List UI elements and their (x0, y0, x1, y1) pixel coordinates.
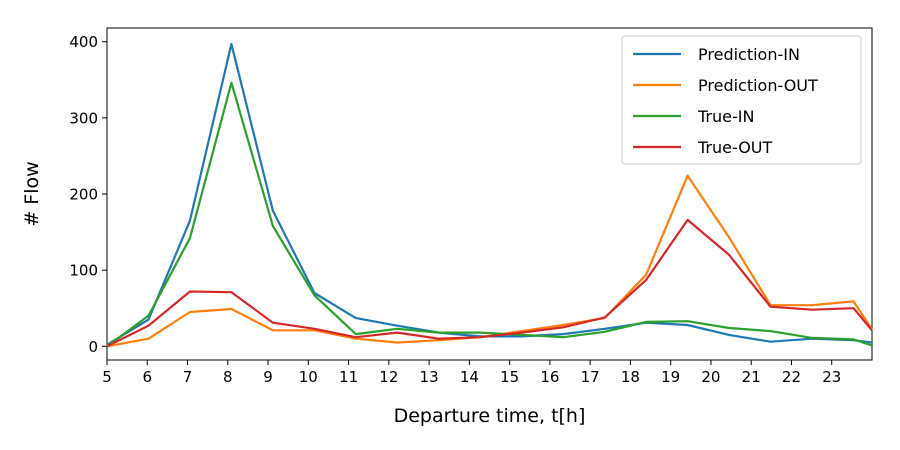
legend-label-prediction-out: Prediction-OUT (698, 76, 818, 95)
series-line-prediction-out (106, 174, 873, 348)
x-tick-label: 14 (460, 368, 479, 386)
x-tick-label: 9 (263, 368, 273, 386)
x-tick-label: 21 (742, 368, 761, 386)
y-tick-label: 100 (69, 262, 98, 280)
series-line-true-in (106, 81, 873, 348)
x-tick-label: 7 (183, 368, 193, 386)
y-axis-label: # Flow (21, 161, 43, 226)
y-tick-label: 200 (69, 186, 98, 204)
legend-label-true-out: True-OUT (697, 138, 773, 157)
x-tick-label: 12 (379, 368, 398, 386)
x-tick-label: 22 (782, 368, 801, 386)
x-tick-label: 10 (299, 368, 318, 386)
x-tick-label: 11 (339, 368, 358, 386)
legend-label-prediction-in: Prediction-IN (698, 45, 800, 64)
y-tick-label: 0 (88, 338, 98, 356)
x-tick-label: 18 (621, 368, 640, 386)
x-axis-label: Departure time, t[h] (394, 405, 586, 427)
x-tick-label: 5 (102, 368, 112, 386)
x-tick-label: 8 (223, 368, 233, 386)
x-tick-label: 17 (581, 368, 600, 386)
series-line-true-out (106, 218, 873, 348)
x-tick-label: 13 (420, 368, 439, 386)
x-tick-label: 19 (661, 368, 680, 386)
series-lines (106, 42, 873, 348)
x-tick-label: 20 (701, 368, 720, 386)
legend-label-true-in: True-IN (697, 107, 754, 126)
x-axis-ticks: 5 6 7 8 9 10 11 12 13 14 15 16 17 18 19 20 21 22 23 (102, 360, 841, 386)
legend-box (621, 35, 862, 165)
x-tick-label: 6 (142, 368, 152, 386)
series-line-prediction-in (106, 42, 873, 346)
y-axis-ticks: 0 100 200 300 400 (69, 33, 107, 356)
x-tick-label: 16 (540, 368, 559, 386)
x-tick-label: 15 (500, 368, 519, 386)
legend: Prediction-IN Prediction-OUT True-IN True-O… (621, 35, 862, 165)
y-tick-label: 400 (69, 33, 98, 51)
x-tick-label: 23 (822, 368, 841, 386)
y-tick-label: 300 (69, 109, 98, 127)
